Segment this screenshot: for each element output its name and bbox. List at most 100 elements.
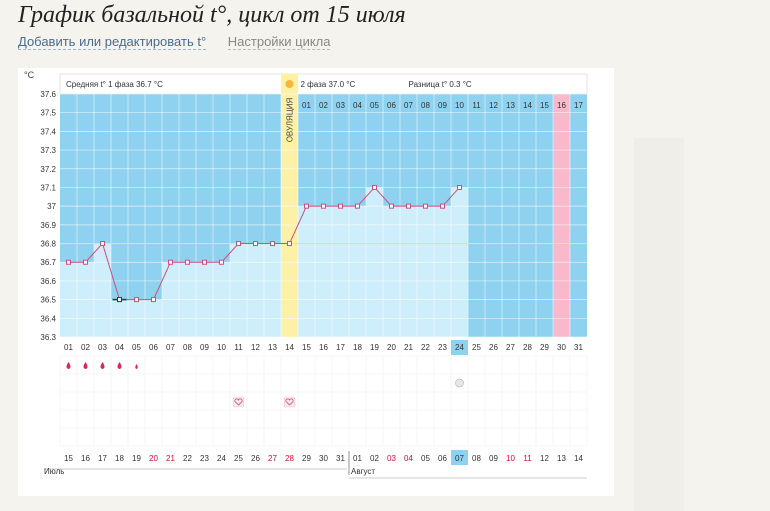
x-tick-label: 29 (540, 343, 549, 352)
x-tick-label: 26 (489, 343, 498, 352)
calendar-date-label: 18 (115, 454, 124, 463)
drop-icon (100, 362, 105, 369)
phase2-day-label: 01 (302, 101, 311, 110)
phase2-day-label: 09 (438, 101, 447, 110)
x-tick-label: 23 (438, 343, 447, 352)
heart-icon (285, 398, 294, 406)
x-tick-label: 22 (421, 343, 430, 352)
phase2-day-label: 06 (387, 101, 396, 110)
temperature-point (100, 241, 105, 247)
phase2-day-label: 02 (319, 101, 328, 110)
temperature-point (151, 297, 156, 303)
calendar-date-label: 21 (166, 454, 175, 463)
x-tick-label: 01 (64, 343, 73, 352)
y-tick-label: 37 (47, 202, 56, 211)
temperature-column (332, 206, 349, 337)
header-links: Добавить или редактировать t° Настройки … (18, 34, 348, 50)
x-tick-label: 31 (574, 343, 583, 352)
calendar-date-label: 03 (387, 454, 396, 463)
x-tick-label: 04 (115, 343, 124, 352)
temperature-point (253, 241, 258, 247)
y-tick-label: 36.3 (40, 333, 56, 342)
calendar-date-label: 20 (149, 454, 158, 463)
x-tick-label: 11 (234, 343, 243, 352)
temperature-column (94, 243, 111, 337)
x-tick-label: 09 (200, 343, 209, 352)
temperature-column (349, 206, 366, 337)
calendar-date-label: 25 (234, 454, 243, 463)
temperature-point (287, 241, 292, 247)
temperature-point (117, 297, 122, 303)
calendar-date-label: 09 (489, 454, 498, 463)
page-title: График базальной t°, цикл от 15 июля (18, 2, 406, 28)
phase2-day-label: 16 (557, 101, 566, 110)
y-tick-label: 37.5 (40, 109, 56, 118)
edit-temperature-link[interactable]: Добавить или редактировать t° (18, 34, 207, 50)
temperature-column (230, 243, 247, 337)
phase2-day-label: 05 (370, 101, 379, 110)
y-tick-label: 36.8 (40, 240, 56, 249)
x-tick-label: 02 (81, 343, 90, 352)
x-tick-label: 27 (506, 343, 515, 352)
calendar-date-label: 23 (200, 454, 209, 463)
phase2-summary: 2 фаза 37.0 °C (301, 80, 356, 89)
calendar-date-label: 15 (64, 454, 73, 463)
temperature-column (315, 206, 332, 337)
x-tick-label: 05 (132, 343, 141, 352)
heart-cell (233, 396, 244, 408)
calendar-date-label: 12 (540, 454, 549, 463)
phase2-day-label: 11 (472, 101, 481, 110)
drop-icon (135, 364, 138, 369)
x-tick-label: 24 (455, 343, 464, 352)
phase2-day-label: 08 (421, 101, 430, 110)
x-tick-label: 15 (302, 343, 311, 352)
phase2-day-label: 15 (540, 101, 549, 110)
phase2-day-label: 13 (506, 101, 515, 110)
calendar-date-label: 24 (217, 454, 226, 463)
x-tick-label: 14 (285, 343, 294, 352)
temperature-point (457, 184, 462, 190)
temperature-point (355, 203, 360, 209)
heart-icon (234, 398, 243, 406)
temperature-point (338, 203, 343, 209)
phase2-day-label: 14 (523, 101, 532, 110)
temperature-column (298, 206, 315, 337)
temperature-point (185, 259, 190, 265)
y-tick-label: 37.1 (40, 183, 56, 192)
phase2-day-label: 04 (353, 101, 362, 110)
x-tick-label: 19 (370, 343, 379, 352)
x-tick-label: 16 (319, 343, 328, 352)
temperature-column (417, 206, 434, 337)
cycle-settings-link[interactable]: Настройки цикла (227, 34, 331, 50)
phase1-summary: Средняя t° 1 фаза 36.7 °C (66, 80, 163, 89)
ovulation-label: ОВУЛЯЦИЯ (286, 97, 295, 142)
x-tick-label: 08 (183, 343, 192, 352)
x-tick-label: 17 (336, 343, 345, 352)
calendar-date-label: 22 (183, 454, 192, 463)
x-tick-label: 20 (387, 343, 396, 352)
y-tick-label: 36.6 (40, 277, 56, 286)
x-tick-label: 12 (251, 343, 260, 352)
calendar-date-label: 28 (285, 454, 294, 463)
ovulation-column (281, 74, 298, 337)
drop-icon (66, 362, 71, 369)
highlight-day-column (553, 94, 570, 337)
temperature-point (168, 259, 173, 265)
calendar-date-label: 01 (353, 454, 362, 463)
phase2-day-label: 10 (455, 101, 464, 110)
x-tick-label: 07 (166, 343, 175, 352)
calendar-date-label: 08 (472, 454, 481, 463)
calendar-date-label: 02 (370, 454, 379, 463)
x-tick-label: 25 (472, 343, 481, 352)
temperature-line (68, 186, 460, 301)
calendar-date-label: 11 (523, 454, 532, 463)
y-tick-label: 36.9 (40, 221, 56, 230)
temperature-point (270, 241, 275, 247)
x-tick-label: 30 (557, 343, 566, 352)
temperature-column (247, 243, 264, 337)
phase2-highlight-cell (553, 94, 570, 114)
side-panel (634, 138, 684, 511)
month-label: Июль (44, 467, 64, 476)
difference-summary: Разница t° 0.3 °C (409, 80, 472, 89)
